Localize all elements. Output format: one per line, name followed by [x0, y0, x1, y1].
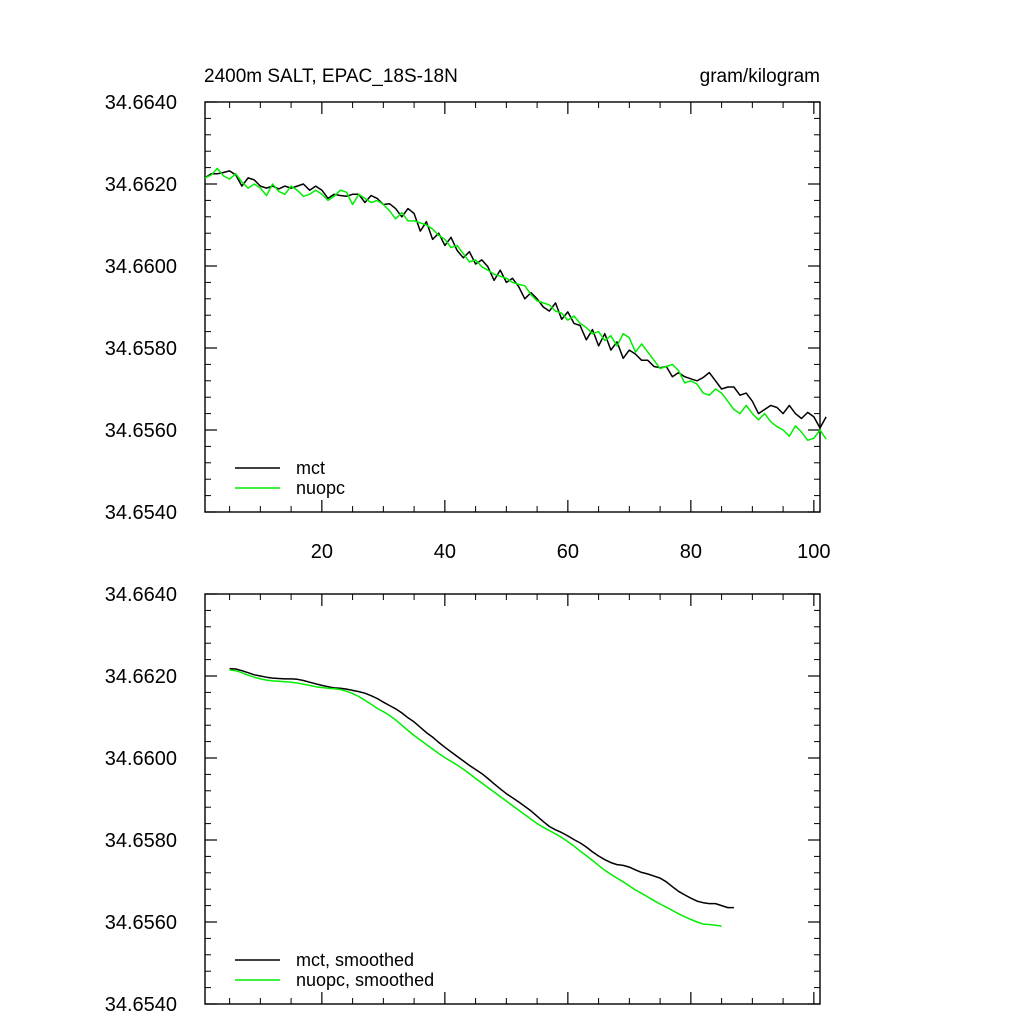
x-tick-label: 100	[797, 541, 830, 563]
y-tick-label: 34.6600	[105, 748, 177, 770]
y-tick-label: 34.6620	[105, 666, 177, 688]
series-line-mct-smoothed	[229, 667, 734, 909]
y-tick-label: 34.6580	[105, 338, 177, 360]
y-tick-label: 34.6620	[105, 174, 177, 196]
y-tick-label: 34.6540	[105, 994, 177, 1016]
y-tick-label: 34.6600	[105, 256, 177, 278]
series-line-mct	[204, 170, 827, 429]
units-label: gram/kilogram	[700, 66, 820, 87]
y-tick-label: 34.6640	[105, 584, 177, 606]
plot-frame	[204, 593, 821, 1005]
series-line-nuopc-smoothed	[229, 669, 722, 927]
y-tick-label: 34.6560	[105, 912, 177, 934]
series-line-nuopc	[204, 167, 827, 442]
y-tick-label: 34.6540	[105, 502, 177, 524]
x-tick-label: 60	[557, 541, 579, 563]
x-tick-label: 40	[434, 541, 456, 563]
chart-title: 2400m SALT, EPAC_18S-18N	[204, 66, 458, 87]
legend-label: mct, smoothed	[296, 950, 414, 970]
y-tick-label: 34.6640	[105, 92, 177, 114]
plot-frame	[204, 101, 821, 513]
legend-label: nuopc	[296, 478, 345, 498]
legend-label: mct	[296, 458, 325, 478]
y-tick-label: 34.6560	[105, 420, 177, 442]
y-tick-label: 34.6580	[105, 830, 177, 852]
legend-label: nuopc, smoothed	[296, 970, 434, 990]
x-tick-label: 20	[311, 541, 333, 563]
x-tick-label: 80	[680, 541, 702, 563]
